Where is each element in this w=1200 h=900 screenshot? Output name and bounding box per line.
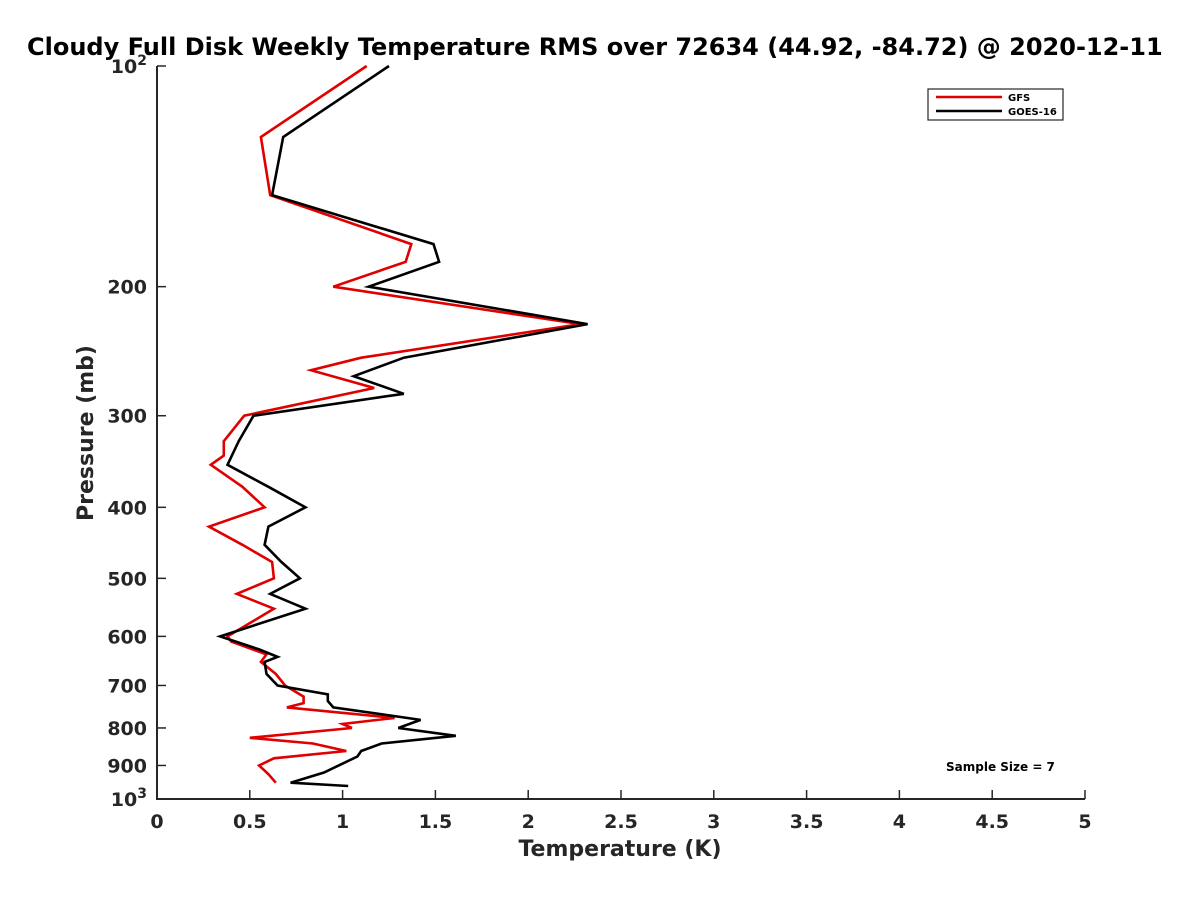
x-tick-label: 5 (1078, 811, 1091, 833)
x-tick-label: 4 (893, 811, 906, 833)
y-tick-label: 200 (107, 277, 147, 299)
legend: GFS GOES-16 (927, 88, 1064, 121)
y-tick-label: 300 (107, 406, 147, 428)
x-tick-label: 2.5 (604, 811, 638, 833)
y-tick-label: 900 (107, 755, 147, 777)
y-tick-label: 500 (107, 568, 147, 590)
legend-box (927, 88, 1064, 121)
y-tick-label: 800 (107, 718, 147, 740)
y-tick-label: 103 (111, 786, 147, 811)
x-tick-label: 3 (707, 811, 720, 833)
series-line-gfs (205, 64, 581, 784)
y-tick-label: 400 (107, 497, 147, 519)
plot-lines (205, 64, 588, 788)
x-tick-label: 1 (336, 811, 349, 833)
x-tick-label: 1.5 (419, 811, 453, 833)
chart-title: Cloudy Full Disk Weekly Temperature RMS … (27, 33, 1163, 61)
y-tick-label: 700 (107, 675, 147, 697)
x-axis-label: Temperature (K) (518, 837, 721, 862)
sample-size-annotation: Sample Size = 7 (946, 760, 1055, 774)
x-tick-label: 0 (150, 811, 163, 833)
x-tick-label: 3.5 (790, 811, 824, 833)
y-axis-ticks: 102 200 300 400 500 600 700 800 900 103 (107, 53, 166, 811)
y-tick-label: 600 (107, 626, 147, 648)
series-line-goes-16 (215, 64, 588, 788)
x-tick-label: 2 (522, 811, 535, 833)
y-axis-label: Pressure (mb) (74, 345, 99, 521)
x-tick-label: 0.5 (233, 811, 267, 833)
x-axis-ticks: 0 0.5 1 1.5 2 2.5 3 3.5 4 4.5 5 (150, 790, 1092, 833)
x-tick-label: 4.5 (975, 811, 1009, 833)
y-tick-label: 102 (111, 53, 147, 78)
legend-label-goes16: GOES-16 (1008, 107, 1057, 118)
legend-label-gfs: GFS (1008, 93, 1030, 104)
